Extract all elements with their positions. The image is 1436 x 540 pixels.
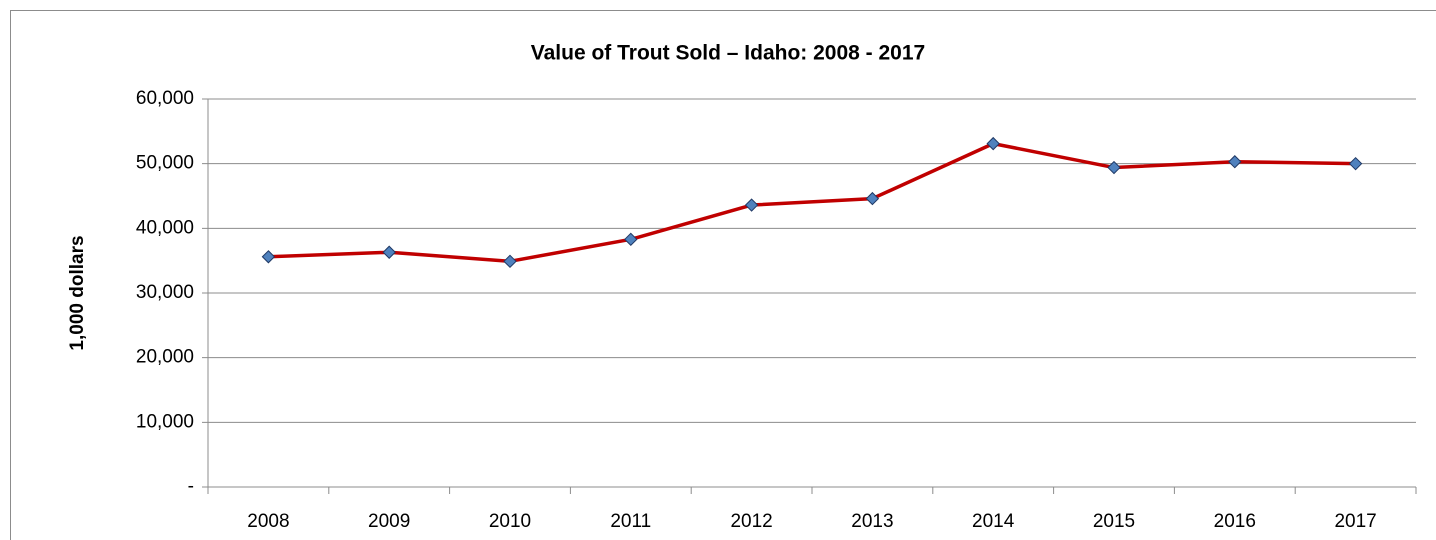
marker	[624, 232, 638, 247]
marker	[382, 245, 396, 259]
marker	[986, 136, 1000, 151]
marker	[1348, 156, 1363, 171]
x-tick-label: 2015	[1093, 511, 1135, 532]
marker	[744, 198, 759, 212]
y-tick-label: 10,000	[136, 411, 194, 432]
marker	[261, 250, 276, 264]
chart-border	[10, 10, 1436, 540]
y-tick-label: -	[188, 476, 194, 497]
x-tick-label: 2009	[368, 511, 410, 532]
x-tick-label: 2008	[247, 511, 289, 532]
x-tick-label: 2016	[1214, 511, 1256, 532]
x-tick-label: 2011	[610, 511, 651, 532]
y-tick-label: 40,000	[136, 217, 194, 238]
x-tick-label: 2017	[1334, 511, 1376, 532]
x-tick-label: 2010	[489, 511, 531, 532]
marker	[1107, 160, 1121, 175]
marker	[1228, 155, 1242, 169]
line	[268, 141, 1356, 264]
y-tick-label: 20,000	[136, 347, 194, 368]
x-tick-label: 2013	[851, 511, 893, 532]
x-tick-label: 2012	[730, 511, 772, 532]
y-axis-label: 1,000 dollars	[67, 235, 88, 350]
x-tick-label: 2014	[972, 511, 1015, 532]
y-tick-label: 60,000	[136, 88, 194, 109]
chart-title: Value of Trout Sold – Idaho: 2008 - 2017	[531, 42, 925, 65]
y-tick-label: 50,000	[136, 153, 194, 174]
y-tick-label: 30,000	[136, 282, 194, 303]
marker	[503, 254, 517, 269]
marker	[865, 191, 880, 206]
